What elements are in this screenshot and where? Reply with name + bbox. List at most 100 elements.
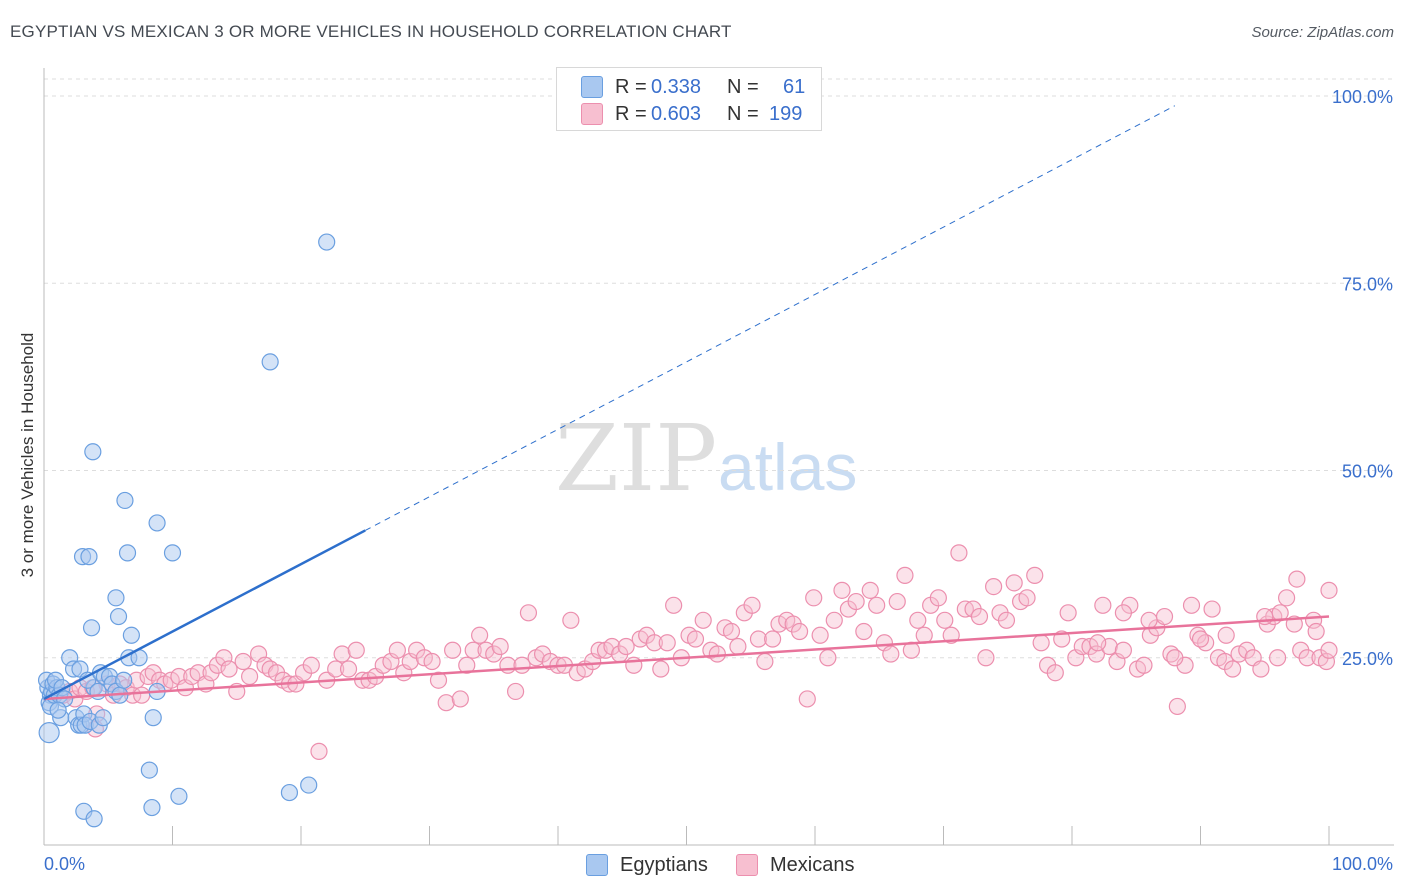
r-value: 0.338 [651,75,702,98]
mexican-point [513,656,531,674]
mexican-point [339,660,358,678]
mexican-point [936,611,954,629]
mexican-point [1046,664,1064,682]
mexican-point [749,630,768,648]
mexican-point [805,589,823,607]
mexican-point [686,630,705,648]
mexican-point [985,577,1003,596]
mexicans-swatch [581,103,603,125]
mexican-point [1168,697,1186,716]
x-tick-label: 100.0% [1332,854,1393,874]
mexican-point [847,592,865,611]
mexican-point [1268,649,1287,667]
mexican-point [896,566,914,584]
mexican-point [1217,626,1235,644]
egyptian-point [84,443,102,461]
egyptian-point [143,798,161,817]
mexican-point [1018,589,1036,607]
mexican-point [1277,589,1296,607]
mexican-point [1307,622,1325,641]
mexican-point [302,656,320,674]
bottom-legend-egyptians: Egyptians [586,852,708,878]
egyptian-point [107,589,125,607]
mexican-point [519,604,538,622]
mexican-point [1026,566,1044,584]
mexican-point [1155,607,1174,626]
mexican-point [1032,634,1050,652]
mexican-point [1089,634,1107,652]
mexican-point [458,656,476,674]
mexican-point [617,637,635,656]
mexican-point [423,652,441,671]
mexican-point [833,581,851,599]
mexican-point [1094,596,1112,614]
mexican-point [464,641,482,659]
mexican-point [491,637,509,656]
egyptian-trend-extension [365,105,1176,531]
mexicans-legend-swatch [736,854,758,876]
mexican-point [743,596,761,614]
mexican-point [997,611,1016,629]
mexican-point [429,671,448,689]
mexican-point [388,641,406,659]
mexican-point [763,630,782,648]
egyptians-swatch [581,76,603,98]
mexican-point [234,652,252,671]
source-label: Source: ZipAtlas.com [1251,24,1394,41]
mexican-point [645,634,663,652]
legend-row-mexicans: R = 0.603 N = 199 [581,102,802,126]
n-value: 199 [769,102,803,125]
egyptian-point [116,491,134,510]
r-key: R = [615,102,647,125]
mexican-point [333,645,351,663]
y-tick-label: 25.0% [1342,649,1393,669]
egyptian-point [144,709,162,727]
mexican-point [811,626,829,644]
mexican-point [1320,641,1338,659]
mexican-point [855,622,873,641]
mexican-point [658,634,676,652]
mexican-point [819,649,837,667]
mexican-point [1114,641,1133,659]
egyptian-point [163,544,182,562]
mexican-point [133,686,151,704]
mexican-point [694,611,712,629]
watermark-atlas: atlas [718,430,857,504]
n-value: 61 [783,75,806,98]
mexican-point [1224,660,1242,678]
egyptian-point [261,353,279,371]
mexican-point [652,660,670,678]
mexican-point [437,694,455,712]
mexican-point [215,649,233,667]
mexican-point [1182,596,1201,614]
mexican-point [665,596,683,614]
egyptian-point [82,619,101,637]
mexican-point [327,660,345,678]
watermark-zip: ZIP [555,405,717,512]
mexican-point [909,611,927,629]
chart-title: EGYPTIAN VS MEXICAN 3 OR MORE VEHICLES I… [10,22,732,41]
egyptian-trend-line [43,529,366,701]
mexican-point [1005,574,1023,592]
egyptian-point [118,544,137,562]
mexican-trend-line [43,615,1330,701]
mexican-point [310,742,328,760]
n-key: N = [727,75,759,98]
mexican-point [1252,660,1270,678]
mexican-point [1191,630,1210,648]
mexican-point [220,660,238,678]
mexican-point [929,589,947,607]
x-tick-label: 0.0% [44,854,85,874]
mexican-point [756,652,774,671]
r-value: 0.603 [651,102,702,125]
mexican-point [722,622,741,641]
mexican-point [241,667,259,686]
stats-legend: R = 0.338 N = 61 R = 0.603 N = 199 [556,67,822,131]
legend-row-egyptians: R = 0.338 N = 61 [581,75,805,99]
mexican-point [590,641,608,659]
bottom-legend-mexicans: Mexicans [736,852,854,878]
egyptian-point [318,233,336,251]
mexican-point [977,649,995,667]
y-tick-label: 50.0% [1342,462,1393,482]
mexican-point [506,682,525,701]
